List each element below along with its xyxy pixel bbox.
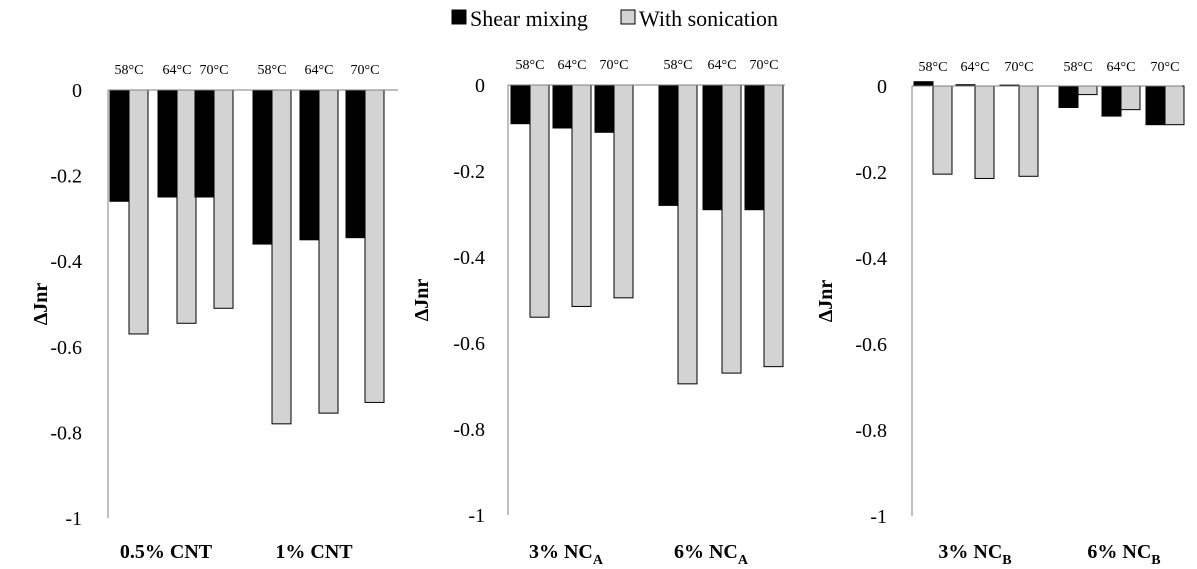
legend: Shear mixing With sonication [451,6,778,31]
bar-shear [1058,85,1079,108]
bar-sonication [1120,85,1141,111]
category-label: 58°C [919,60,948,75]
y-axis-label: ΔJnr [815,280,837,323]
y-tick-label: -0.4 [50,251,82,273]
category-label: 70°C [600,58,629,73]
bar-sonication [721,84,742,374]
bar-sonication [364,89,385,403]
y-tick-label: -1 [468,505,485,527]
bar-shear [913,81,934,87]
y-tick-label: -0.2 [50,166,82,188]
bar-sonication [571,84,592,307]
category-label: 64°C [1107,60,1136,75]
y-tick-label: -0.8 [453,419,485,441]
y-tick-label: 0 [475,75,485,97]
category-label: 58°C [115,63,144,78]
category-label: 58°C [516,58,545,73]
y-tick-label: -0.2 [855,162,887,184]
y-tick-label: 0 [877,76,887,98]
y-tick-label: -1 [870,506,887,528]
y-axis-label: ΔJnr [30,283,52,326]
bar-sonication [128,89,149,335]
legend-label-sonication: With sonication [639,6,778,31]
bar-shear [194,89,215,198]
category-label: 64°C [708,58,737,73]
bar-shear [345,89,366,239]
panel-2: 58°C 64°C 70°C 58°C 64°C 70°C 0 -0.2 -0.4 -0.6 -0.… [411,58,785,568]
group-label: 0.5% CNT [120,541,213,563]
y-tick-label: -0.8 [50,422,82,444]
bar-shear [658,84,679,206]
category-label: 58°C [1064,60,1093,75]
category-label: 70°C [1005,60,1034,75]
y-tick-label: -0.4 [453,247,485,269]
bar-shear [744,84,765,211]
category-label: 70°C [351,63,380,78]
bar-shear [1101,85,1122,117]
group-label: 3% NCB [938,541,1011,568]
category-label: 64°C [558,58,587,73]
y-tick-label: -0.6 [453,333,485,355]
y-tick-label: -0.6 [855,334,887,356]
y-axis-label: ΔJnr [411,279,433,322]
panel-3: 58°C 64°C 70°C 58°C 64°C 70°C 0 -0.2 -0.4 -0.6 -0.… [815,60,1185,568]
bar-sonication [271,89,292,425]
legend-label-shear: Shear mixing [470,6,588,31]
bar-shear [552,84,573,129]
bar-sonication [763,84,784,368]
bar-sonication [318,89,339,414]
y-tick-label: -0.2 [453,161,485,183]
group-label: 1% CNT [275,541,353,563]
bar-shear [1145,85,1166,126]
bar-shear [299,89,320,241]
chart-panels: 58°C 64°C 70°C 58°C 64°C 70°C 0 -0.2 -0.4 -0.6 -0.… [30,58,1185,568]
legend-swatch-shear [451,9,467,25]
category-label: 64°C [163,63,192,78]
bar-sonication [213,89,234,309]
bar-sonication [932,85,953,175]
bar-sonication [529,84,550,318]
y-tick-label: -1 [65,508,82,530]
panel-1: 58°C 64°C 70°C 58°C 64°C 70°C 0 -0.2 -0.4 -0.6 -0.… [30,63,398,563]
y-tick-label: 0 [72,80,82,102]
group-label: 6% NCA [674,541,749,568]
bar-shear [510,84,531,125]
group-label: 3% NCA [529,541,604,568]
bar-shear [594,84,615,133]
category-label: 64°C [305,63,334,78]
legend-swatch-sonication [620,9,636,25]
category-label: 70°C [750,58,779,73]
bar-sonication [613,84,634,299]
y-tick-label: -0.4 [855,248,887,270]
bar-shear [252,89,273,245]
bar-sonication [1077,85,1098,96]
bar-sonication [1018,85,1039,177]
bar-sonication [974,85,995,179]
bar-sonication [677,84,698,385]
bar-shear [109,89,130,202]
y-tick-label: -0.8 [855,420,887,442]
category-label: 58°C [258,63,287,78]
category-label: 58°C [664,58,693,73]
bar-sonication [176,89,197,324]
bar-shear [157,89,178,198]
category-label: 70°C [200,63,229,78]
category-label: 70°C [1151,60,1180,75]
bar-shear [702,84,723,211]
category-label: 64°C [961,60,990,75]
group-label: 6% NCB [1087,541,1160,568]
bar-sonication [1164,85,1185,126]
y-tick-label: -0.6 [50,337,82,359]
